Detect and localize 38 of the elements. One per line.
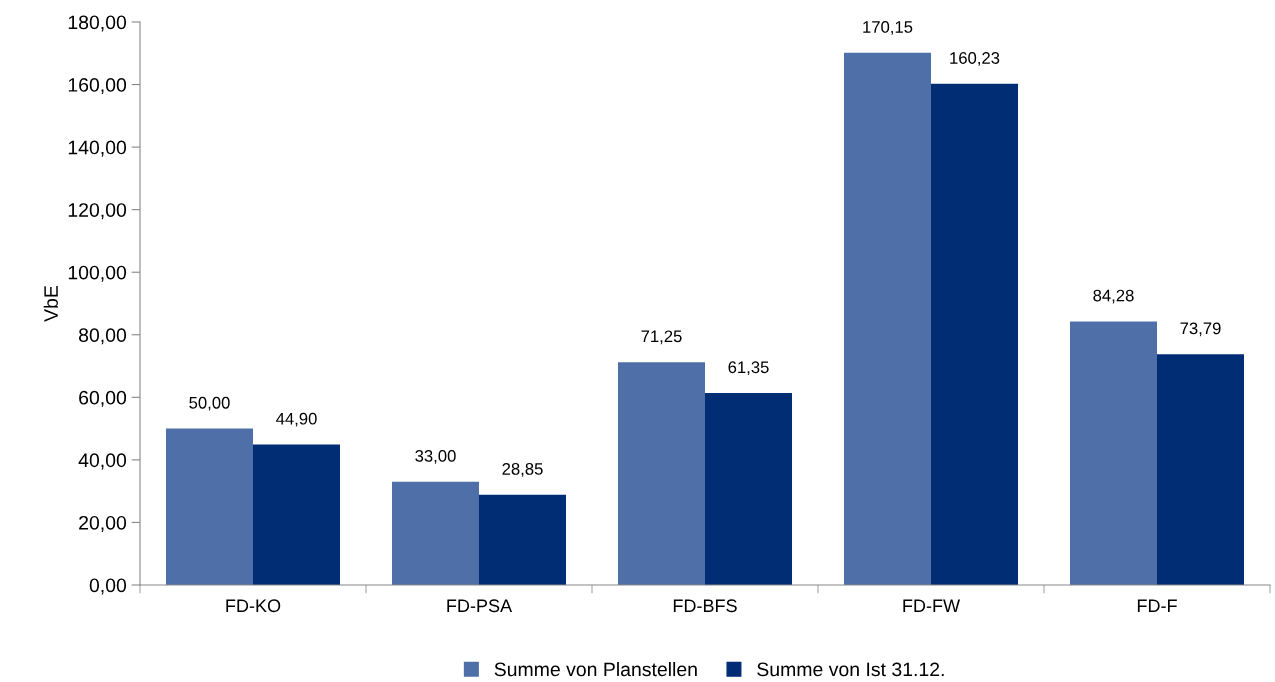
bar xyxy=(705,393,793,585)
y-tick-label: 80,00 xyxy=(79,328,127,345)
y-tick-label: 100,00 xyxy=(68,265,127,282)
bar xyxy=(931,83,1019,585)
y-tick-label: 140,00 xyxy=(68,140,127,157)
x-tick-label: FD-BFS xyxy=(673,599,737,613)
data-label: 170,15 xyxy=(863,21,913,35)
data-label: 33,00 xyxy=(415,450,456,464)
bar xyxy=(1157,354,1245,585)
data-label: 71,25 xyxy=(641,330,682,345)
data-label: 84,28 xyxy=(1093,289,1134,304)
data-label: 160,23 xyxy=(950,52,1000,66)
y-tick-label: 60,00 xyxy=(79,390,127,407)
x-tick-label: FD-F xyxy=(1137,599,1177,612)
x-tick-label: FD-PSA xyxy=(447,599,513,613)
legend-label: Summe von Ist 31.12. xyxy=(757,662,944,677)
bar xyxy=(165,428,253,585)
y-tick-label: 0,00 xyxy=(89,578,127,595)
data-label: 28,85 xyxy=(502,463,543,477)
legend-label: Summe von Planstellen xyxy=(494,661,697,677)
x-tick-label: FD-KO xyxy=(226,599,281,613)
bar xyxy=(617,362,705,585)
y-tick-label: 120,00 xyxy=(68,203,127,220)
data-label: 50,00 xyxy=(189,396,230,411)
bar xyxy=(391,481,479,585)
bar xyxy=(479,494,567,585)
bar xyxy=(1069,321,1157,585)
x-tick-label: FD-FW xyxy=(903,599,961,612)
data-label: 73,79 xyxy=(1180,322,1221,337)
y-axis-title: VbE xyxy=(43,285,58,322)
y-tick-label: 40,00 xyxy=(78,453,127,470)
bar xyxy=(843,52,931,585)
bar xyxy=(253,444,341,585)
y-tick-label: 20,00 xyxy=(79,515,127,532)
data-label: 44,90 xyxy=(276,412,317,427)
data-label: 61,35 xyxy=(728,361,769,376)
y-tick-label: 180,00 xyxy=(68,15,127,32)
y-tick-label: 160,00 xyxy=(68,78,127,95)
